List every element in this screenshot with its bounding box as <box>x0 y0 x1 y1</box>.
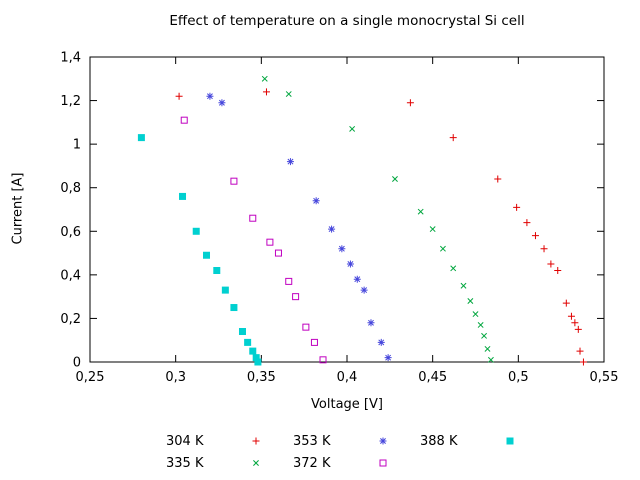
x-tick-label: 0,45 <box>418 370 447 385</box>
plot-border <box>89 56 605 363</box>
x-tick-label: 0,25 <box>76 370 105 385</box>
y-tick-label: 1,2 <box>60 94 81 109</box>
series-372-k <box>180 116 327 364</box>
series-388-k <box>137 134 262 366</box>
y-tick-label: 0,4 <box>60 268 81 283</box>
x-tick-label: 0,3 <box>165 370 186 385</box>
x-tick-label: 0,5 <box>508 370 529 385</box>
y-tick-label: 1 <box>73 138 81 153</box>
y-tick-label: 0,2 <box>60 312 81 327</box>
chart-title: Effect of temperature on a single monocr… <box>169 13 525 29</box>
series-304-k <box>175 88 587 366</box>
x-axis-label: Voltage [V] <box>311 397 383 412</box>
y-tick-label: 0,8 <box>60 181 81 196</box>
y-tick-label: 0 <box>73 356 81 371</box>
series-353-k <box>206 92 392 362</box>
x-tick-label: 0,4 <box>337 370 358 385</box>
x-tick-label: 0,35 <box>247 370 276 385</box>
y-tick-label: 0,6 <box>60 225 81 240</box>
y-tick-label: 1,4 <box>60 51 81 66</box>
series-335-k <box>261 75 494 363</box>
x-tick-label: 0,55 <box>590 370 619 385</box>
